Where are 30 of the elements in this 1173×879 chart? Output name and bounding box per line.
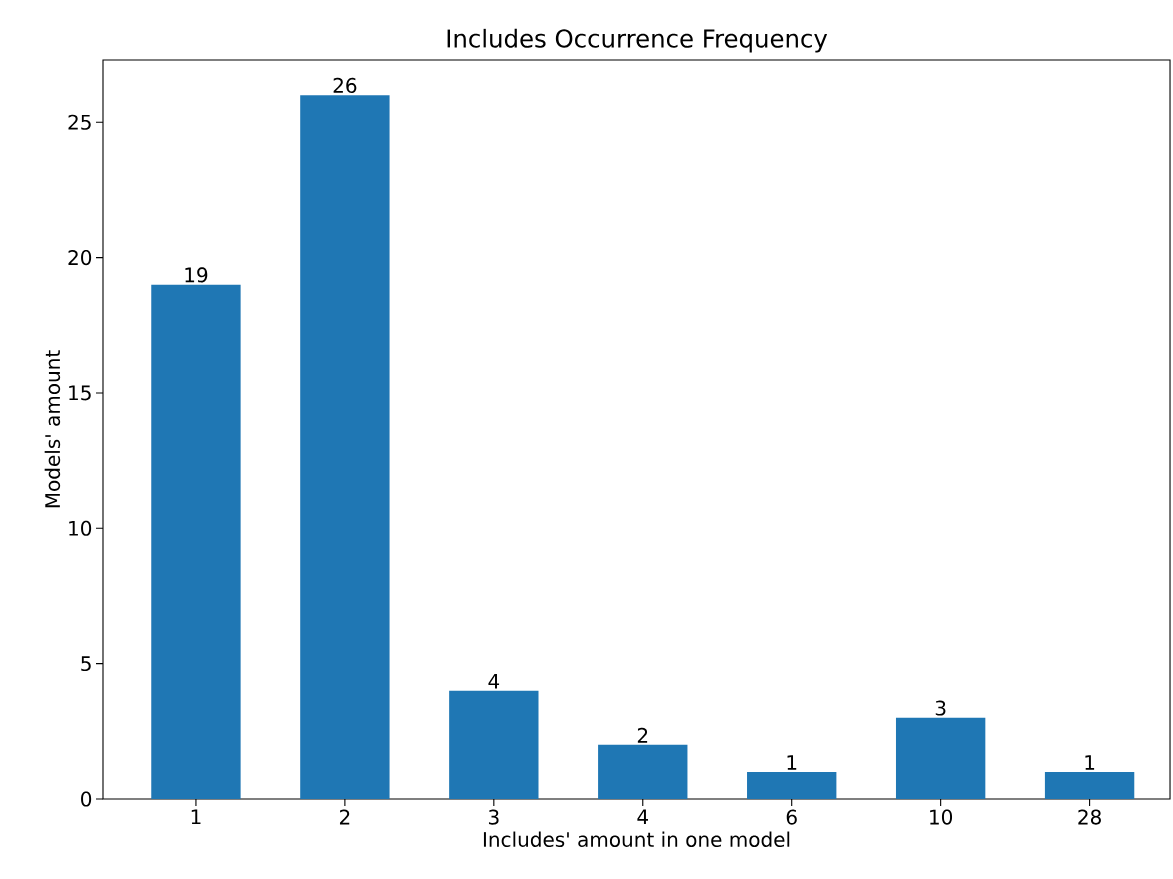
bar bbox=[300, 95, 390, 799]
x-axis-title: Includes' amount in one model bbox=[483, 831, 790, 847]
x-tick-label: 3 bbox=[488, 809, 499, 825]
x-tick-label: 1 bbox=[191, 809, 201, 825]
x-tick-label: 6 bbox=[786, 809, 797, 825]
data-label: 19 bbox=[185, 267, 208, 283]
x-tick-label: 10 bbox=[930, 809, 953, 825]
y-tick-label: 0 bbox=[81, 791, 92, 807]
x-tick-label: 28 bbox=[1078, 809, 1101, 825]
x-tick-label: 2 bbox=[339, 809, 350, 825]
y-axis-title: Models' amount bbox=[44, 350, 61, 508]
bar bbox=[895, 717, 986, 799]
bar bbox=[1044, 771, 1135, 799]
bar bbox=[449, 690, 539, 799]
y-tick-label: 5 bbox=[81, 656, 91, 672]
bar bbox=[747, 771, 837, 799]
data-label: 2 bbox=[637, 727, 648, 743]
y-tick-label: 20 bbox=[68, 250, 92, 266]
data-label: 3 bbox=[935, 700, 946, 716]
data-label: 1 bbox=[1085, 755, 1095, 770]
bar bbox=[598, 744, 688, 799]
data-label: 1 bbox=[787, 755, 797, 770]
data-label: 26 bbox=[333, 77, 357, 93]
y-tick-label: 10 bbox=[69, 520, 92, 536]
x-tick-label: 4 bbox=[637, 809, 649, 825]
data-label: 4 bbox=[488, 673, 500, 689]
y-tick-label: 25 bbox=[68, 114, 91, 130]
y-tick-label: 15 bbox=[69, 385, 91, 401]
bar bbox=[151, 284, 241, 799]
chart-title: Includes Occurrence Frequency bbox=[447, 28, 828, 53]
